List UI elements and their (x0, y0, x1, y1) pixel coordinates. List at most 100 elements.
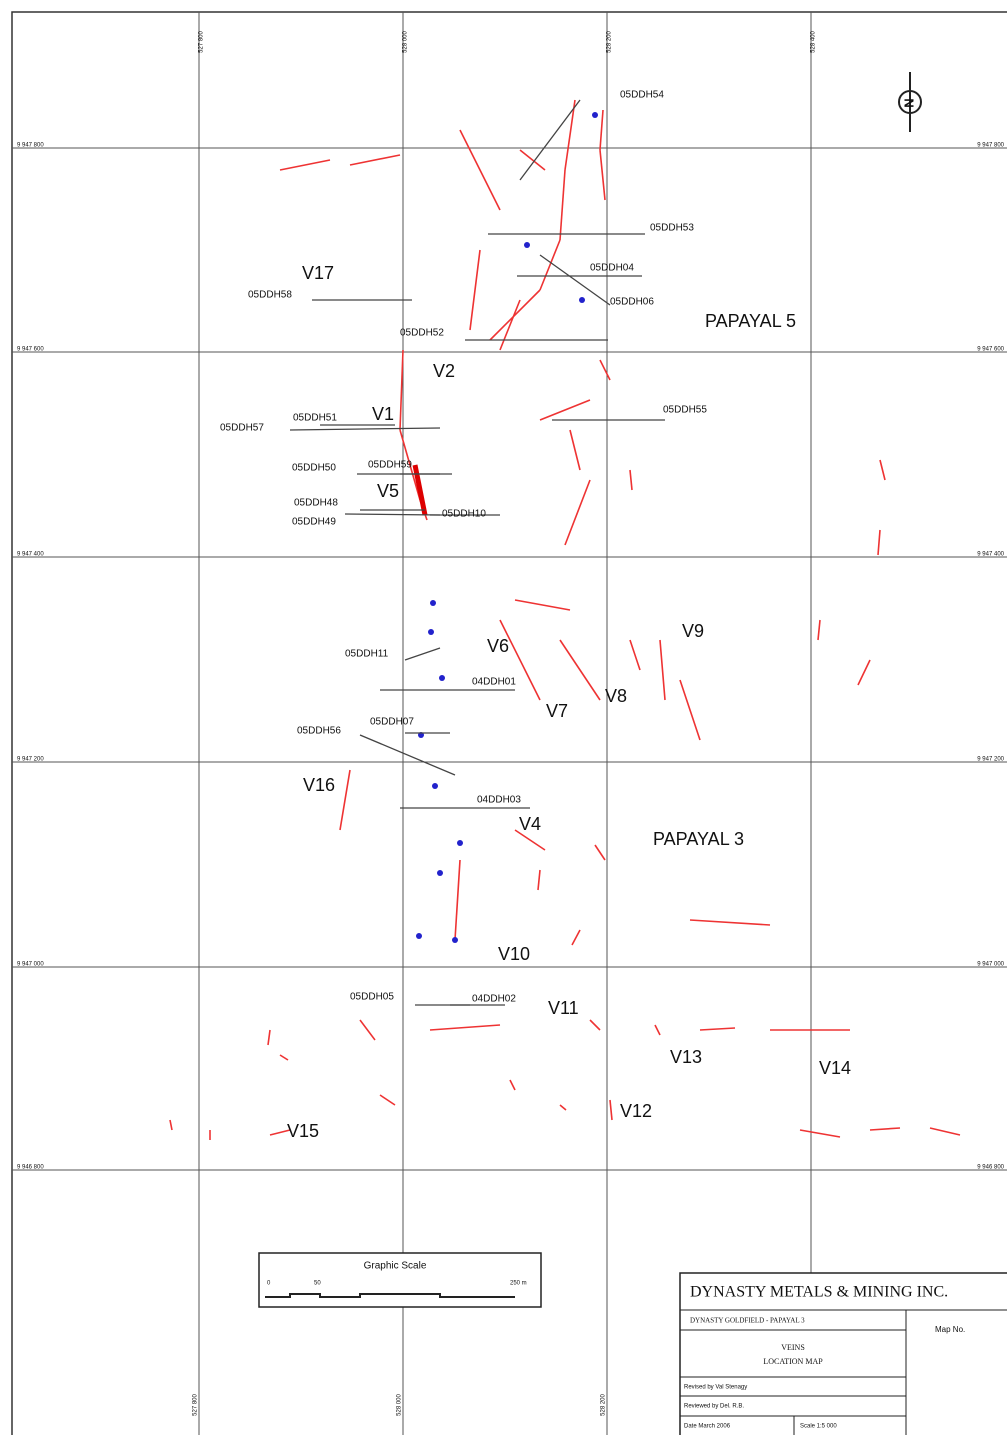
area-label: PAPAYAL 5 (705, 311, 796, 331)
vein-trace (700, 1028, 735, 1030)
drill-trace (360, 735, 455, 775)
drill-hole-label: 05DDH11 (345, 649, 389, 660)
drill-hole-label: 05DDH54 (620, 90, 664, 101)
map-title: LOCATION MAP (763, 1357, 823, 1366)
vein-trace (340, 770, 350, 830)
drill-hole-label: 04DDH03 (477, 795, 521, 806)
map-frame (12, 12, 1007, 1435)
vein-trace (560, 1105, 566, 1110)
drill-trace (520, 100, 580, 180)
drill-hole-label: 05DDH53 (650, 223, 694, 234)
vein-trace (572, 930, 580, 945)
vein-trace (470, 250, 480, 330)
vein-trace (280, 1055, 288, 1060)
vein-trace (510, 1080, 515, 1090)
sample-point (437, 870, 443, 876)
drill-hole-label: 05DDH50 (292, 463, 336, 474)
drill-trace (290, 428, 440, 430)
sample-point (524, 242, 530, 248)
y-grid-label: 9 947 600 (977, 347, 1004, 353)
page: {"grid": { "x_labels_top": ["527 800", "… (0, 0, 1007, 1435)
vein-label: V2 (433, 361, 455, 381)
x-grid-label: 527 800 (199, 31, 205, 53)
sample-point (457, 840, 463, 846)
vein-trace (540, 400, 590, 420)
vein-label: V6 (487, 636, 509, 656)
vein-trace (538, 870, 540, 890)
scale: Scale 1:5 000 (800, 1424, 837, 1430)
revised-by: Revised by Val Stenagy (684, 1385, 747, 1391)
drill-hole-label: 05DDH05 (350, 992, 394, 1003)
drill-hole-label: 05DDH59 (368, 460, 412, 471)
vein-trace (880, 460, 885, 480)
x-grid-label: 528 200 (601, 1394, 607, 1416)
vein-trace (600, 110, 603, 150)
y-grid-label: 9 946 800 (977, 1165, 1004, 1171)
y-grid-label: 9 947 400 (977, 552, 1004, 558)
vein-trace (540, 240, 560, 290)
vein-trace (460, 130, 500, 210)
vein-trace (930, 1128, 960, 1135)
vein-trace (565, 100, 575, 170)
vein-label: V14 (819, 1058, 851, 1078)
drill-hole-label: 05DDH56 (297, 726, 341, 737)
sample-point (452, 937, 458, 943)
vein-label: V8 (605, 686, 627, 706)
scale-bar: Graphic Scale 0 50 250 m (259, 1253, 541, 1307)
drill-trace (405, 648, 440, 660)
y-grid-label: 9 947 600 (17, 347, 44, 353)
company-name: DYNASTY METALS & MINING INC. (690, 1284, 948, 1301)
vein-trace (455, 860, 460, 940)
vein-trace (610, 1100, 612, 1120)
vein-trace (870, 1128, 900, 1130)
project-name: DYNASTY GOLDFIELD - PAPAYAL 3 (690, 1317, 805, 1325)
sample-point (579, 297, 585, 303)
vein-trace (430, 1025, 500, 1030)
vein-trace (515, 600, 570, 610)
vein-trace (268, 1030, 270, 1045)
vein-trace (560, 640, 600, 700)
drill-hole-label: 05DDH58 (248, 290, 292, 301)
vein-trace (170, 1120, 172, 1130)
vein-trace (520, 150, 545, 170)
vein-label: V13 (670, 1047, 702, 1067)
scale-label: 250 m (510, 1281, 527, 1287)
drill-hole-label: 05DDH06 (610, 297, 654, 308)
reviewed-by: Reviewed by Del. R.B. (684, 1404, 744, 1410)
sample-point (416, 933, 422, 939)
area-label: PAPAYAL 3 (653, 829, 744, 849)
vein-label: V12 (620, 1101, 652, 1121)
vein-trace (878, 530, 880, 555)
vein-label: V17 (302, 263, 334, 283)
drill-hole-label: 05DDH55 (663, 405, 707, 416)
date: Date March 2006 (684, 1424, 731, 1430)
vein-trace (500, 620, 540, 700)
vein-trace (360, 1020, 375, 1040)
y-grid-label: 9 947 200 (977, 757, 1004, 763)
map: N 527 800528 000528 200528 400527 800528… (0, 0, 1007, 1435)
vein-trace (800, 1130, 840, 1137)
drill-hole-label: 05DDH07 (370, 717, 414, 728)
north-arrow: N (899, 72, 921, 132)
vein-trace (490, 290, 540, 340)
vein-label: V7 (546, 701, 568, 721)
x-grid-label: 528 400 (811, 31, 817, 53)
vein-label: V5 (377, 481, 399, 501)
vein-trace (500, 300, 520, 350)
map-no: Map No. (935, 1325, 965, 1334)
vein-trace (280, 160, 330, 170)
vein-trace (630, 640, 640, 670)
drill-hole-label: 04DDH01 (472, 677, 516, 688)
drill-hole-label: 05DDH57 (220, 423, 264, 434)
scale-title: Graphic Scale (364, 1261, 427, 1272)
map-title: VEINS (781, 1343, 805, 1352)
vein-trace (630, 470, 632, 490)
drill-hole-label: 05DDH48 (294, 498, 338, 509)
drill-hole-label: 05DDH10 (442, 509, 486, 520)
vein-trace (690, 920, 770, 925)
vein-label: V16 (303, 775, 335, 795)
vein-label: V11 (548, 998, 579, 1018)
vein-trace (570, 430, 580, 470)
vein-trace (660, 640, 665, 700)
vein-trace (818, 620, 820, 640)
